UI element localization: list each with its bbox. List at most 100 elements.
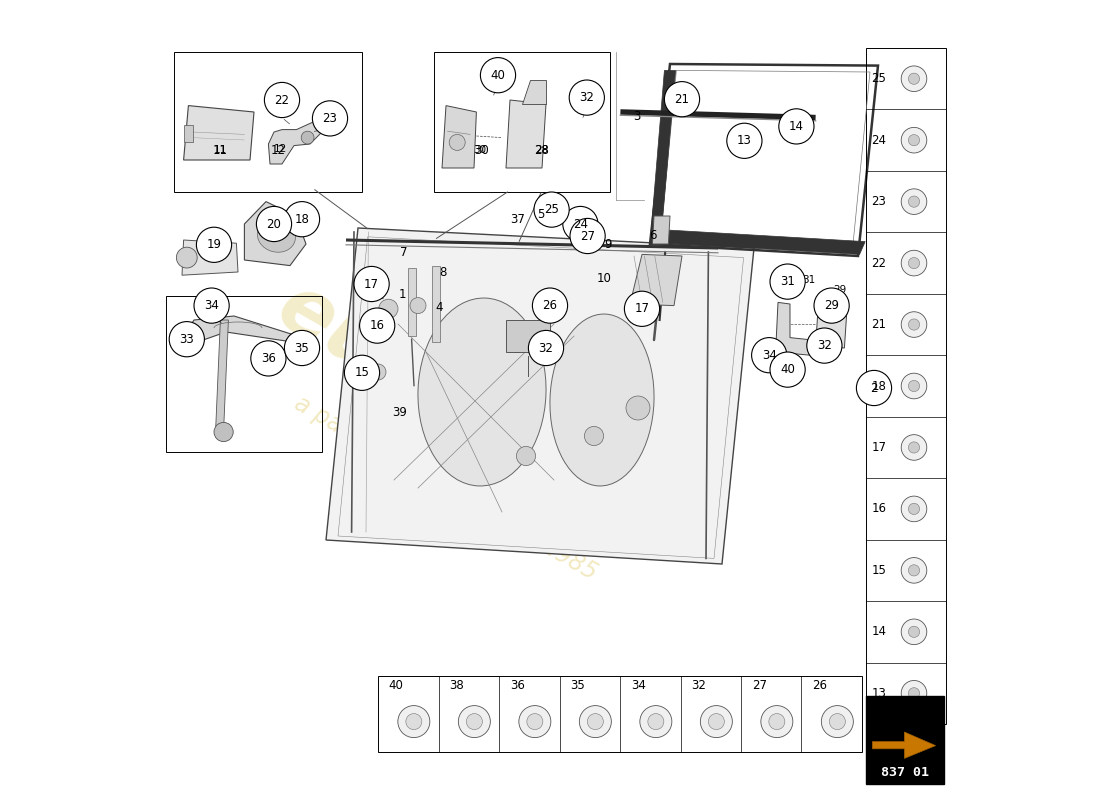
Text: 29: 29: [833, 286, 846, 295]
Text: 40: 40: [388, 679, 404, 692]
Text: 18: 18: [871, 379, 887, 393]
Circle shape: [909, 626, 920, 638]
Circle shape: [770, 352, 805, 387]
Bar: [431, 266, 440, 342]
Text: a passion for cars since 1985: a passion for cars since 1985: [290, 391, 602, 585]
Text: 32: 32: [539, 342, 553, 354]
Circle shape: [822, 706, 854, 738]
Circle shape: [459, 706, 491, 738]
Text: 34: 34: [762, 349, 777, 362]
Bar: [408, 268, 417, 336]
Text: 22: 22: [275, 94, 289, 106]
Bar: [184, 125, 194, 142]
Circle shape: [751, 338, 786, 373]
Circle shape: [570, 218, 605, 254]
Circle shape: [406, 714, 421, 730]
Text: 34: 34: [630, 679, 646, 692]
Text: 32: 32: [817, 339, 832, 352]
Circle shape: [449, 134, 465, 150]
Circle shape: [901, 619, 927, 645]
Circle shape: [626, 396, 650, 420]
Text: 19: 19: [207, 238, 221, 251]
Circle shape: [410, 298, 426, 314]
Text: 9: 9: [605, 238, 612, 251]
Polygon shape: [244, 202, 306, 266]
Circle shape: [301, 131, 314, 144]
Text: 33: 33: [182, 334, 195, 343]
Text: 35: 35: [571, 679, 585, 692]
Ellipse shape: [257, 220, 296, 252]
Polygon shape: [182, 240, 238, 275]
Text: 31: 31: [780, 275, 795, 288]
Circle shape: [640, 706, 672, 738]
Circle shape: [901, 312, 927, 338]
Circle shape: [909, 196, 920, 207]
Circle shape: [534, 192, 569, 227]
Circle shape: [264, 82, 299, 118]
Circle shape: [360, 308, 395, 343]
Text: 7: 7: [400, 246, 407, 258]
Text: 14: 14: [871, 626, 887, 638]
Circle shape: [901, 558, 927, 583]
Circle shape: [909, 134, 920, 146]
Text: 15: 15: [871, 564, 887, 577]
Text: 17: 17: [871, 441, 887, 454]
Polygon shape: [776, 302, 813, 355]
Circle shape: [528, 330, 563, 366]
Circle shape: [909, 319, 920, 330]
Text: 14: 14: [789, 120, 804, 133]
Circle shape: [312, 101, 348, 136]
Circle shape: [587, 714, 603, 730]
Circle shape: [909, 503, 920, 514]
Text: 4: 4: [436, 301, 442, 314]
Text: 11: 11: [213, 146, 227, 155]
Text: 22: 22: [871, 257, 887, 270]
Circle shape: [909, 73, 920, 84]
Text: 40: 40: [491, 69, 505, 82]
Text: 21: 21: [871, 318, 887, 331]
Circle shape: [197, 227, 232, 262]
Bar: [866, 48, 946, 724]
Polygon shape: [872, 732, 936, 758]
Circle shape: [901, 66, 927, 91]
Text: 21: 21: [674, 93, 690, 106]
Bar: [378, 676, 862, 752]
Circle shape: [770, 264, 805, 299]
FancyBboxPatch shape: [866, 696, 945, 784]
Circle shape: [909, 565, 920, 576]
Text: 32: 32: [691, 679, 706, 692]
Circle shape: [563, 206, 598, 242]
Text: 6: 6: [649, 229, 656, 242]
Circle shape: [901, 496, 927, 522]
Polygon shape: [184, 106, 254, 160]
Polygon shape: [650, 70, 675, 244]
Circle shape: [909, 688, 920, 699]
Circle shape: [829, 714, 845, 730]
Text: 40: 40: [780, 363, 795, 376]
Text: 12: 12: [271, 144, 286, 157]
Circle shape: [481, 58, 516, 93]
Circle shape: [814, 288, 849, 323]
Circle shape: [806, 328, 842, 363]
Text: 23: 23: [871, 195, 887, 208]
Circle shape: [527, 714, 542, 730]
Circle shape: [569, 80, 604, 115]
Text: 26: 26: [812, 679, 827, 692]
Text: 39: 39: [393, 406, 407, 419]
Text: 5: 5: [537, 208, 544, 221]
Text: 16: 16: [370, 319, 385, 332]
Polygon shape: [326, 228, 754, 564]
Circle shape: [354, 266, 389, 302]
Ellipse shape: [550, 314, 654, 486]
Text: eurocars: eurocars: [263, 267, 646, 533]
Polygon shape: [442, 106, 476, 168]
Circle shape: [169, 322, 205, 357]
Circle shape: [901, 189, 927, 214]
Circle shape: [378, 299, 398, 318]
Bar: [506, 320, 550, 352]
Circle shape: [344, 355, 380, 390]
Circle shape: [701, 706, 733, 738]
Circle shape: [194, 288, 229, 323]
Circle shape: [779, 109, 814, 144]
Circle shape: [214, 422, 233, 442]
